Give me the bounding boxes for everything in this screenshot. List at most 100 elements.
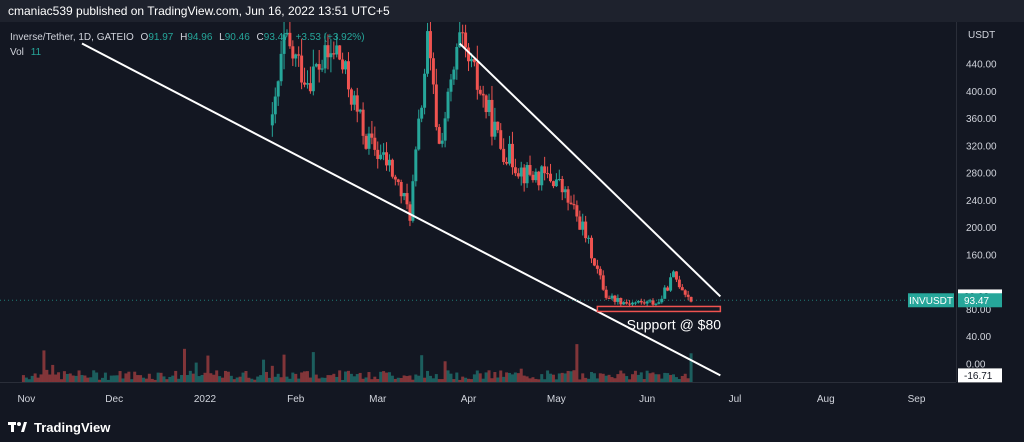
- lower-wedge-line[interactable]: [81, 42, 721, 377]
- volume-bar: [452, 379, 456, 382]
- price-tick-label: 400.00: [966, 87, 997, 98]
- tradingview-brand[interactable]: TradingView: [34, 419, 111, 435]
- volume-bar: [440, 379, 444, 382]
- chart-area[interactable]: USDT 440.00 400.00 360.00 320.00 280.00 240.00…: [0, 22, 1024, 412]
- volume-bar: [376, 378, 380, 382]
- volume-bar: [420, 355, 424, 382]
- volume-bar: [109, 375, 113, 382]
- volume-bar: [168, 376, 172, 382]
- volume-bar: [379, 371, 383, 382]
- candle-body: [645, 301, 649, 304]
- candle-body: [607, 297, 611, 299]
- volume-bar: [487, 370, 491, 382]
- volume-bar: [209, 373, 213, 382]
- time-tick-label: Apr: [461, 394, 477, 405]
- volume-bar: [136, 375, 140, 382]
- candle-body: [595, 265, 599, 269]
- candle-body: [604, 289, 608, 298]
- volume-bar: [346, 370, 350, 382]
- candle-body: [376, 149, 380, 159]
- candle-body: [584, 221, 588, 239]
- volume-bar: [241, 372, 245, 382]
- candle-body: [464, 32, 468, 48]
- volume-bar: [408, 375, 412, 382]
- candle-body: [305, 83, 309, 85]
- candle-body: [651, 300, 655, 305]
- volume-bar: [481, 378, 485, 382]
- candle-body: [677, 279, 681, 288]
- legend-volume-label[interactable]: Vol: [10, 47, 24, 58]
- volume-bar: [581, 373, 585, 382]
- candle-body: [414, 149, 418, 182]
- candle-body: [440, 140, 444, 144]
- volume-bar: [367, 372, 371, 382]
- candle-body: [513, 167, 517, 174]
- volume-bar: [613, 378, 617, 382]
- volume-bar: [42, 350, 46, 382]
- volume-bar: [546, 370, 550, 382]
- volume-bar: [519, 368, 523, 382]
- volume-bar: [557, 373, 561, 382]
- volume-bar: [642, 379, 646, 382]
- candle-body: [654, 303, 658, 305]
- time-tick-label: May: [547, 394, 566, 405]
- volume-bar: [364, 377, 368, 382]
- time-tick-label: Nov: [17, 394, 35, 405]
- volume-bar: [250, 378, 254, 382]
- legend-symbol[interactable]: Inverse/Tether, 1D, GATEIO: [10, 32, 134, 43]
- volume-bar: [669, 374, 673, 382]
- volume-bar: [282, 354, 286, 382]
- volume-bar: [226, 371, 230, 382]
- candle-body: [581, 221, 585, 230]
- price-tick-label: 360.00: [966, 114, 997, 125]
- volume-bar: [264, 371, 268, 382]
- candle-body: [525, 165, 529, 184]
- price-tick-label: 280.00: [966, 169, 997, 180]
- volume-bar: [300, 372, 304, 382]
- time-tick-label: Aug: [817, 394, 835, 405]
- volume-bar: [607, 374, 611, 382]
- volume-bar: [443, 361, 447, 382]
- legend-high-label: H: [180, 32, 188, 43]
- volume-bar: [458, 379, 462, 382]
- volume-bar: [112, 375, 116, 382]
- volume-bar: [326, 375, 330, 382]
- candle-body: [631, 302, 635, 305]
- volume-bar: [188, 370, 192, 382]
- candle-body: [592, 258, 596, 266]
- volume-bar: [619, 370, 623, 382]
- candle-body: [493, 121, 497, 137]
- volume-bar: [461, 376, 465, 382]
- tradingview-logo-icon[interactable]: [8, 420, 28, 434]
- volume-bar: [235, 377, 239, 382]
- price-tick-label: 440.00: [966, 60, 997, 71]
- candle-body: [639, 301, 643, 303]
- price-tick-label: 200.00: [966, 223, 997, 234]
- price-chart[interactable]: USDT 440.00 400.00 360.00 320.00 280.00 240.00…: [0, 22, 1024, 412]
- volume-bar: [141, 377, 145, 382]
- candle-body: [628, 303, 632, 305]
- volume-bar: [610, 377, 614, 382]
- time-tick-label: Dec: [105, 394, 123, 405]
- candle-body: [355, 95, 359, 112]
- legend-change: +3.53 (+3.92%): [295, 32, 365, 43]
- candle-body: [329, 53, 333, 58]
- candle-body: [660, 298, 664, 303]
- candle-body: [396, 179, 400, 182]
- volume-bar: [525, 376, 529, 382]
- candle-body: [335, 45, 339, 55]
- candle-body: [405, 193, 409, 205]
- upper-wedge-line[interactable]: [459, 42, 722, 298]
- time-tick-label: Sep: [908, 394, 926, 405]
- volume-bar: [631, 374, 635, 382]
- volume-bar: [215, 370, 219, 382]
- candle-body: [385, 152, 389, 166]
- volume-bar: [223, 370, 227, 382]
- candle-body: [563, 189, 567, 193]
- candle-body: [666, 287, 670, 291]
- candle-body: [522, 167, 526, 184]
- volume-bar: [467, 378, 471, 382]
- legend-low-value: 90.46: [224, 32, 250, 43]
- symbol-tag-bg: [908, 293, 954, 308]
- volume-bar: [262, 359, 266, 382]
